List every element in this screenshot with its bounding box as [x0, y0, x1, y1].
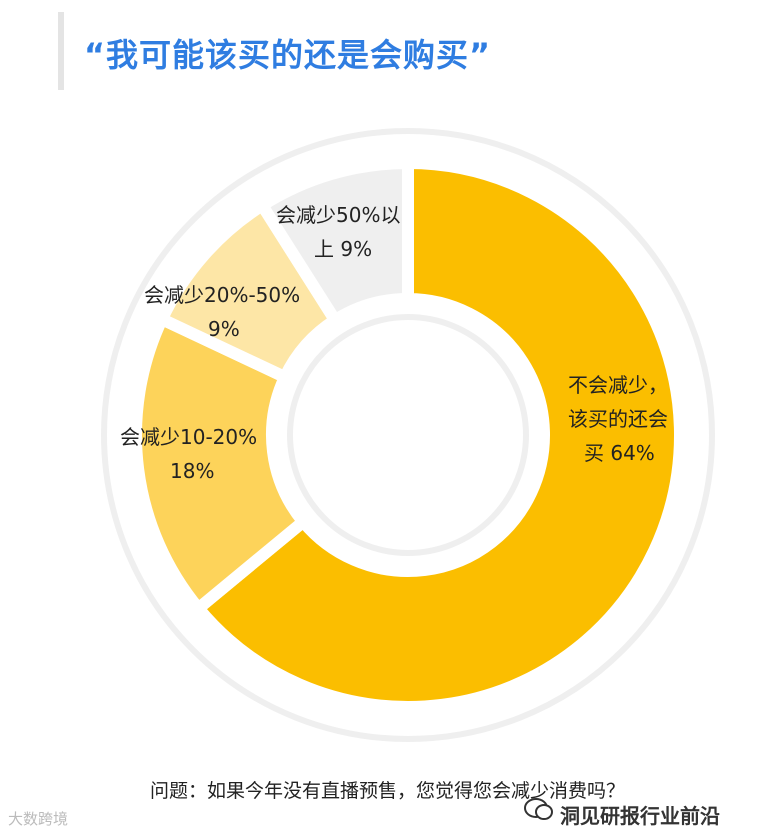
outer-decor-ring — [101, 128, 715, 742]
slice-label-line: 不会减少， — [568, 373, 668, 397]
slice-label-line: 上 9% — [314, 237, 373, 261]
slice-label-line: 该买的还会 — [568, 407, 668, 431]
slice-label-reduce-10-20: 会减少10-20% 18% — [120, 420, 257, 488]
donut-slice — [130, 311, 312, 617]
slice-label-no-reduction: 不会减少， 该买的还会 买 64% — [568, 368, 668, 470]
slice-label-line: 会减少10-20% — [120, 425, 258, 449]
slice-label-line: 会减少50%以 — [276, 203, 401, 227]
slice-label-reduce-20-50: 会减少20%-50% 9% — [144, 278, 300, 346]
slice-label-line: 会减少20%-50% — [144, 283, 301, 307]
donut-slice — [189, 156, 686, 713]
brand-watermark: 大数跨境 — [8, 810, 69, 828]
slice-label-reduce-over-50: 会减少50%以 上 9% — [276, 198, 400, 266]
wechat-icon — [524, 798, 553, 820]
inner-decor-ring — [287, 314, 529, 556]
donut-slice — [253, 156, 414, 329]
slice-label-line: 9% — [208, 317, 240, 341]
slice-label-line: 18% — [170, 459, 215, 483]
chart-title: “我可能该买的还是会购买” — [84, 36, 492, 74]
source-label: 洞见研报行业前沿 — [560, 804, 720, 828]
title-accent-bar — [58, 12, 64, 90]
survey-question: 问题：如果今年没有直播预售，您觉得您会减少消费吗？ — [150, 780, 626, 802]
slice-label-line: 买 64% — [584, 441, 655, 465]
